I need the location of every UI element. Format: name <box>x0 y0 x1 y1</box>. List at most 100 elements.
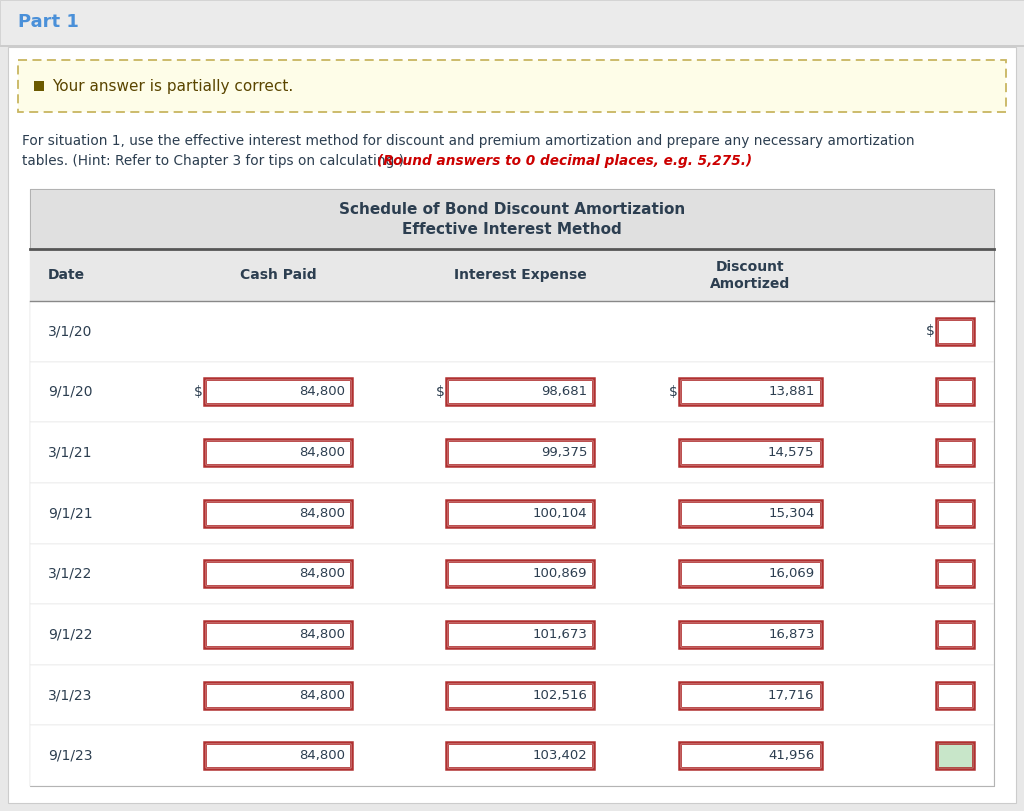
Bar <box>938 320 972 343</box>
Text: 100,104: 100,104 <box>532 507 587 520</box>
Text: 13,881: 13,881 <box>768 385 814 398</box>
Bar <box>206 441 350 464</box>
Bar <box>936 379 974 406</box>
Text: $: $ <box>436 385 444 399</box>
Text: 84,800: 84,800 <box>299 568 345 581</box>
Text: Discount: Discount <box>716 260 784 274</box>
Bar <box>679 500 821 526</box>
Bar <box>204 681 352 709</box>
Bar <box>30 301 994 362</box>
Bar <box>206 623 350 646</box>
Text: $: $ <box>669 385 677 399</box>
Text: For situation 1, use the effective interest method for discount and premium amor: For situation 1, use the effective inter… <box>22 134 914 148</box>
Bar <box>681 380 819 403</box>
Text: 16,873: 16,873 <box>768 628 814 641</box>
Bar <box>204 500 352 526</box>
Bar <box>681 623 819 646</box>
Bar <box>204 621 352 648</box>
Bar <box>679 621 821 648</box>
Text: Your answer is partially correct.: Your answer is partially correct. <box>52 79 293 93</box>
Bar <box>30 249 994 301</box>
Bar <box>18 60 1006 112</box>
Text: 84,800: 84,800 <box>299 507 345 520</box>
Bar <box>204 742 352 769</box>
Bar <box>936 681 974 709</box>
Bar <box>30 362 994 423</box>
Bar <box>18 60 1006 112</box>
Text: 9/1/20: 9/1/20 <box>48 385 92 399</box>
Bar <box>30 189 994 786</box>
Bar <box>679 379 821 406</box>
Bar <box>0 45 1024 47</box>
Bar <box>936 560 974 587</box>
Bar <box>446 681 594 709</box>
Text: 84,800: 84,800 <box>299 749 345 762</box>
Bar <box>30 665 994 725</box>
Text: Amortized: Amortized <box>710 277 791 291</box>
Bar <box>206 380 350 403</box>
Text: 3/1/22: 3/1/22 <box>48 567 92 581</box>
Bar <box>449 502 592 525</box>
Text: 100,869: 100,869 <box>532 568 587 581</box>
Bar <box>30 189 994 249</box>
Bar <box>938 502 972 525</box>
Bar <box>446 379 594 406</box>
Bar <box>681 744 819 767</box>
Text: $: $ <box>194 385 203 399</box>
Bar <box>34 81 44 91</box>
Text: 9/1/23: 9/1/23 <box>48 749 92 762</box>
Text: Cash Paid: Cash Paid <box>240 268 316 282</box>
Text: 84,800: 84,800 <box>299 385 345 398</box>
Bar <box>30 725 994 786</box>
Text: Schedule of Bond Discount Amortization: Schedule of Bond Discount Amortization <box>339 203 685 217</box>
Bar <box>206 744 350 767</box>
Bar <box>681 441 819 464</box>
Bar <box>206 562 350 586</box>
Text: 3/1/23: 3/1/23 <box>48 688 92 702</box>
Text: 98,681: 98,681 <box>541 385 587 398</box>
Bar <box>679 439 821 466</box>
Bar <box>681 502 819 525</box>
Bar <box>938 562 972 586</box>
Text: 84,800: 84,800 <box>299 689 345 702</box>
Text: (Round answers to 0 decimal places, e.g. 5,275.): (Round answers to 0 decimal places, e.g.… <box>377 154 752 168</box>
Bar <box>936 439 974 466</box>
Bar <box>936 500 974 526</box>
Bar <box>449 623 592 646</box>
Bar <box>446 439 594 466</box>
Text: 14,575: 14,575 <box>768 446 814 459</box>
Text: 101,673: 101,673 <box>532 628 587 641</box>
Text: 15,304: 15,304 <box>768 507 814 520</box>
Bar <box>938 441 972 464</box>
Text: 84,800: 84,800 <box>299 628 345 641</box>
Bar <box>449 441 592 464</box>
Bar <box>679 560 821 587</box>
Text: 16,069: 16,069 <box>768 568 814 581</box>
Bar <box>204 439 352 466</box>
Bar <box>681 562 819 586</box>
Bar <box>938 380 972 403</box>
Text: 9/1/21: 9/1/21 <box>48 506 92 520</box>
Text: Part 1: Part 1 <box>18 13 79 31</box>
Text: tables. (Hint: Refer to Chapter 3 for tips on calculating.): tables. (Hint: Refer to Chapter 3 for ti… <box>22 154 409 168</box>
Bar <box>449 684 592 706</box>
Bar <box>30 543 994 604</box>
Text: 41,956: 41,956 <box>768 749 814 762</box>
Bar <box>206 502 350 525</box>
Bar <box>938 684 972 706</box>
Text: 84,800: 84,800 <box>299 446 345 459</box>
Bar <box>449 380 592 403</box>
Bar <box>0 0 1024 45</box>
Bar <box>936 621 974 648</box>
Bar <box>204 560 352 587</box>
Bar <box>936 318 974 345</box>
Bar <box>938 623 972 646</box>
Bar <box>449 562 592 586</box>
Bar <box>30 604 994 665</box>
Bar <box>936 742 974 769</box>
Bar <box>938 744 972 767</box>
Bar <box>446 560 594 587</box>
Text: Interest Expense: Interest Expense <box>454 268 587 282</box>
Bar <box>446 742 594 769</box>
Text: 17,716: 17,716 <box>768 689 814 702</box>
